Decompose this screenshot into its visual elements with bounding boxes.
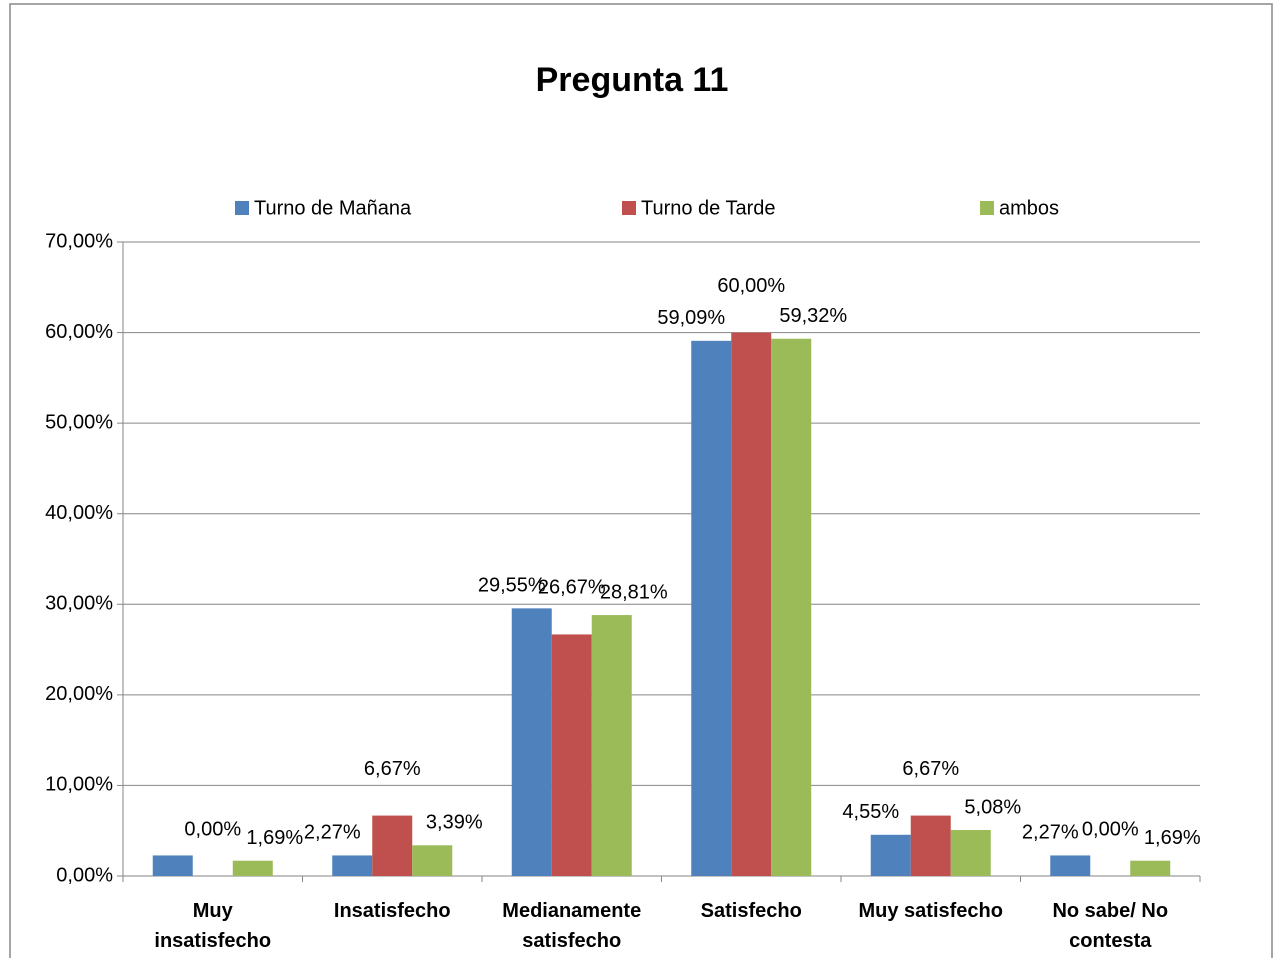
data-label: 6,67%	[902, 758, 959, 780]
bar	[551, 634, 592, 876]
bar	[771, 338, 812, 876]
data-label: 0,00%	[184, 818, 241, 840]
data-label: 29,55%	[478, 575, 546, 597]
legend-swatch	[980, 201, 994, 215]
y-tick-label: 0,00%	[56, 864, 113, 886]
legend-label: Turno de Mañana	[254, 197, 412, 219]
x-tick-label: No sabe/ No contesta	[1052, 900, 1169, 952]
data-label: 28,81%	[600, 581, 668, 603]
bar	[412, 845, 453, 876]
data-label: 59,32%	[779, 305, 847, 327]
legend-swatch	[622, 201, 636, 215]
x-tick-label: Muy satisfecho	[858, 900, 1003, 922]
bar	[1130, 860, 1171, 876]
x-tick-label: Insatisfecho	[333, 900, 451, 922]
bar	[232, 860, 273, 876]
bar	[152, 855, 193, 876]
y-tick-label: 40,00%	[45, 502, 113, 524]
bar	[332, 855, 373, 876]
data-label: 1,69%	[246, 827, 303, 849]
x-tick-label: Muy insatisfecho	[154, 900, 272, 952]
data-label: 2,27%	[1022, 822, 1079, 844]
y-tick-label: 30,00%	[45, 593, 113, 615]
data-label: 59,09%	[657, 307, 725, 329]
data-label: 2,27%	[304, 822, 361, 844]
data-label: 1,69%	[1144, 827, 1201, 849]
bar	[691, 340, 732, 876]
bar	[372, 815, 413, 876]
data-label: 26,67%	[538, 577, 606, 599]
chart-frame	[9, 3, 1273, 958]
bar	[731, 332, 772, 877]
bar	[870, 834, 911, 876]
bar	[511, 608, 552, 876]
data-label: 3,39%	[426, 812, 483, 834]
bar	[1050, 855, 1091, 876]
y-tick-label: 20,00%	[45, 683, 113, 705]
y-tick-label: 70,00%	[45, 230, 113, 252]
data-label: 6,67%	[364, 758, 421, 780]
bar	[591, 615, 632, 876]
y-tick-label: 50,00%	[45, 411, 113, 433]
data-label: 0,00%	[1082, 818, 1139, 840]
bar	[910, 815, 951, 876]
legend-swatch	[235, 201, 249, 215]
x-tick-label: Satisfecho	[700, 900, 802, 922]
legend-label: Turno de Tarde	[641, 197, 776, 219]
x-tick-label: Medianamente satisfecho	[502, 900, 642, 952]
y-tick-label: 10,00%	[45, 774, 113, 796]
data-label: 60,00%	[717, 275, 785, 297]
chart-title: Pregunta 11	[536, 61, 729, 99]
legend-label: ambos	[999, 197, 1059, 219]
data-label: 4,55%	[842, 801, 899, 823]
data-label: 5,08%	[964, 796, 1021, 818]
bar	[950, 829, 991, 876]
y-tick-label: 60,00%	[45, 321, 113, 343]
